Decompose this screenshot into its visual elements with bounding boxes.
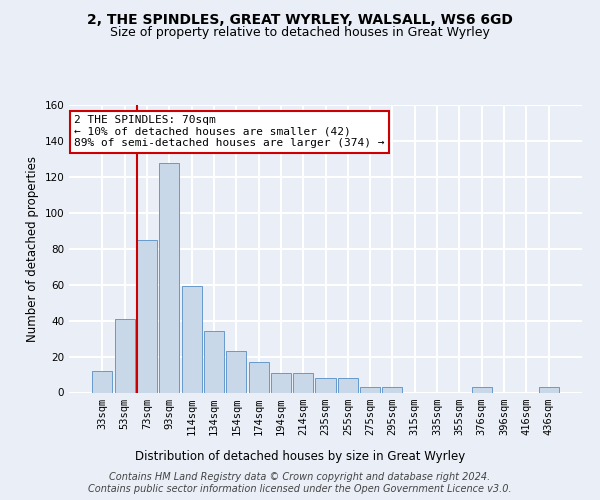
Bar <box>137 240 157 392</box>
Text: 2 THE SPINDLES: 70sqm
← 10% of detached houses are smaller (42)
89% of semi-deta: 2 THE SPINDLES: 70sqm ← 10% of detached … <box>74 115 385 148</box>
Bar <box>360 387 380 392</box>
Bar <box>226 351 246 393</box>
Bar <box>338 378 358 392</box>
Bar <box>293 372 313 392</box>
Bar <box>539 387 559 392</box>
Bar <box>316 378 335 392</box>
Bar <box>182 286 202 393</box>
Text: 2, THE SPINDLES, GREAT WYRLEY, WALSALL, WS6 6GD: 2, THE SPINDLES, GREAT WYRLEY, WALSALL, … <box>87 12 513 26</box>
Bar <box>92 371 112 392</box>
Bar <box>248 362 269 392</box>
Bar <box>115 319 135 392</box>
Text: Distribution of detached houses by size in Great Wyrley: Distribution of detached houses by size … <box>135 450 465 463</box>
Text: Contains HM Land Registry data © Crown copyright and database right 2024.
Contai: Contains HM Land Registry data © Crown c… <box>88 472 512 494</box>
Bar <box>472 387 492 392</box>
Bar <box>271 372 291 392</box>
Bar <box>159 162 179 392</box>
Text: Size of property relative to detached houses in Great Wyrley: Size of property relative to detached ho… <box>110 26 490 39</box>
Y-axis label: Number of detached properties: Number of detached properties <box>26 156 39 342</box>
Bar <box>204 332 224 392</box>
Bar <box>382 387 403 392</box>
